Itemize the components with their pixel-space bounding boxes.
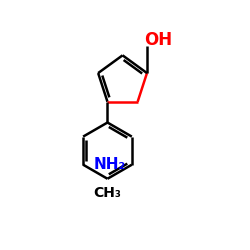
Text: NH₂: NH₂: [94, 157, 126, 172]
Text: OH: OH: [144, 31, 172, 49]
Text: CH₃: CH₃: [94, 186, 122, 200]
